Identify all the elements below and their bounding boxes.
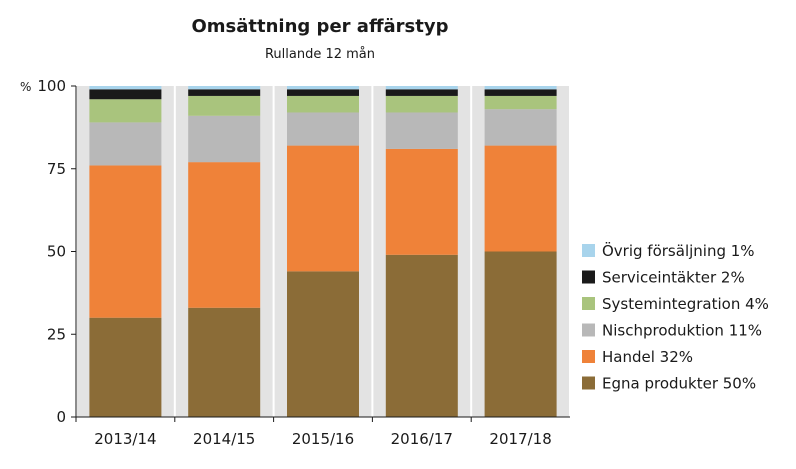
x-tick-label: 2016/17 [391, 430, 453, 448]
bar-segment [287, 86, 359, 90]
bar-segment [385, 148, 458, 255]
bar-segment [188, 95, 261, 116]
bar-segment [89, 165, 162, 318]
bar-segment [287, 271, 359, 417]
bar-segment [89, 89, 162, 100]
bar-segment [89, 86, 162, 90]
bar-segment [188, 115, 261, 163]
bar-segment [484, 95, 557, 110]
x-tick-label: 2013/14 [94, 430, 156, 448]
x-tick-label: 2015/16 [292, 430, 354, 448]
legend-label: Handel 32% [602, 348, 693, 366]
bar-segment [287, 95, 359, 113]
bar-segment [484, 109, 557, 146]
legend-swatch [582, 244, 595, 257]
bar-segment [287, 145, 359, 272]
legend-swatch [582, 376, 595, 390]
legend-swatch [582, 297, 595, 310]
bar-segment [385, 95, 458, 113]
bar-segment [385, 254, 458, 417]
bar-segment [89, 122, 162, 166]
legend-swatch [582, 270, 595, 284]
chart-subtitle: Rullande 12 mån [264, 47, 376, 62]
y-axis-unit-label: % [20, 80, 31, 94]
legend-swatch [582, 350, 595, 363]
x-tick-label: 2017/18 [489, 430, 551, 448]
bar-segment [287, 112, 359, 146]
bar-segment [188, 86, 261, 90]
legend-swatch [582, 323, 595, 337]
legend-label: Systemintegration 4% [602, 295, 769, 313]
x-tick-label: 2014/15 [193, 430, 255, 448]
chart-title: Omsättning per affärstyp [191, 16, 449, 37]
bar-segment [188, 89, 261, 96]
bar-segment [89, 99, 162, 123]
y-tick-label: 50 [47, 243, 66, 261]
legend-label: Nischproduktion 11% [602, 322, 762, 340]
bar-segment [484, 251, 557, 417]
legend-label: Egna produkter 50% [602, 375, 756, 393]
bar-segment [287, 89, 359, 96]
bar-segment [89, 317, 162, 417]
bar-segment [188, 307, 261, 417]
bar-segment [188, 162, 261, 308]
bar-segment [385, 89, 458, 96]
bar-segment [484, 86, 557, 90]
bar-segment [484, 89, 557, 96]
legend-label: Övrig försäljning 1% [602, 241, 755, 260]
y-tick-label: 75 [47, 160, 66, 178]
legend-label: Serviceintäkter 2% [602, 269, 745, 287]
bar-segment [385, 112, 458, 149]
y-tick-label: 25 [47, 325, 66, 343]
y-tick-label: 100 [37, 77, 66, 95]
bar-segment [484, 145, 557, 252]
bar-segment [385, 86, 458, 90]
y-tick-label: 0 [56, 408, 66, 426]
